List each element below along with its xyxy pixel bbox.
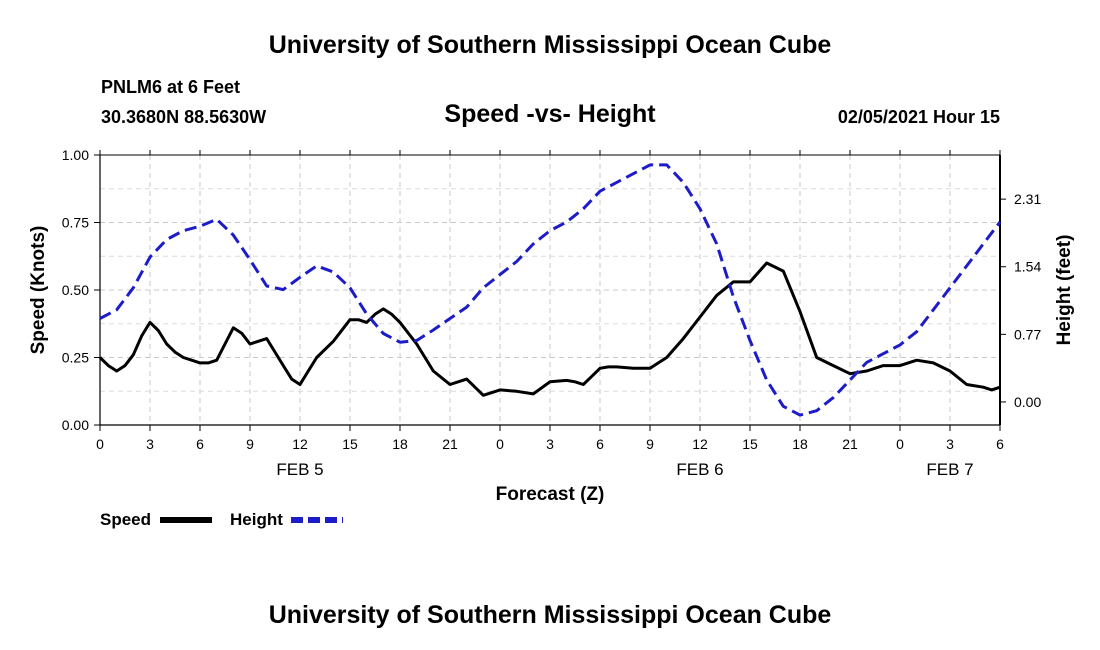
x-tick-label: 3 — [146, 436, 154, 452]
x-tick-label: 18 — [392, 436, 408, 452]
speed-line — [98, 261, 1001, 397]
x-tick-label: 0 — [896, 436, 904, 452]
y2-tick-label: 0.00 — [1014, 394, 1041, 410]
date-label: FEB 5 — [276, 460, 323, 479]
date-label: FEB 7 — [926, 460, 973, 479]
x-tick-label: 12 — [692, 436, 708, 452]
date-label: FEB 6 — [676, 460, 723, 479]
y-axis-title: Speed (Knots) — [28, 226, 49, 355]
x-tick-label: 9 — [646, 436, 654, 452]
x-tick-label: 3 — [946, 436, 954, 452]
legend-label-height: Height — [230, 510, 283, 529]
x-tick-label: 15 — [742, 436, 758, 452]
y-tick-label: 0.00 — [62, 417, 89, 433]
chart-title: Speed -vs- Height — [444, 100, 656, 128]
x-tick-label: 0 — [496, 436, 504, 452]
y2-tick-label: 1.54 — [1014, 259, 1041, 275]
y-tick-label: 1.00 — [62, 147, 89, 163]
x-tick-label: 6 — [996, 436, 1004, 452]
header-title-top: University of Southern Mississippi Ocean… — [268, 31, 832, 59]
station-coords: 30.3680N 88.5630W — [101, 107, 267, 127]
x-tick-label: 15 — [342, 436, 358, 452]
x-tick-label: 6 — [596, 436, 604, 452]
station-name: PNLM6 at 6 Feet — [101, 77, 241, 97]
y2-tick-label: 0.77 — [1014, 326, 1041, 342]
y2-tick-label: 2.31 — [1014, 191, 1041, 207]
y-tick-label: 0.50 — [62, 282, 89, 298]
x-tick-label: 21 — [842, 436, 858, 452]
legend-label-speed: Speed — [100, 510, 151, 529]
y-tick-label: 0.25 — [62, 350, 89, 366]
x-tick-label: 6 — [196, 436, 204, 452]
x-tick-label: 12 — [292, 436, 308, 452]
x-tick-label: 9 — [246, 436, 254, 452]
x-tick-label: 3 — [546, 436, 554, 452]
forecast-timestamp: 02/05/2021 Hour 15 — [837, 107, 1000, 127]
y-tick-label: 0.75 — [62, 215, 89, 231]
x-tick-label: 21 — [442, 436, 458, 452]
header-title-bottom: University of Southern Mississippi Ocean… — [268, 601, 832, 629]
x-tick-label: 0 — [96, 436, 104, 452]
y2-axis-title: Height (feet) — [1054, 235, 1075, 346]
x-tick-label: 18 — [792, 436, 808, 452]
x-axis-title: Forecast (Z) — [496, 484, 605, 505]
